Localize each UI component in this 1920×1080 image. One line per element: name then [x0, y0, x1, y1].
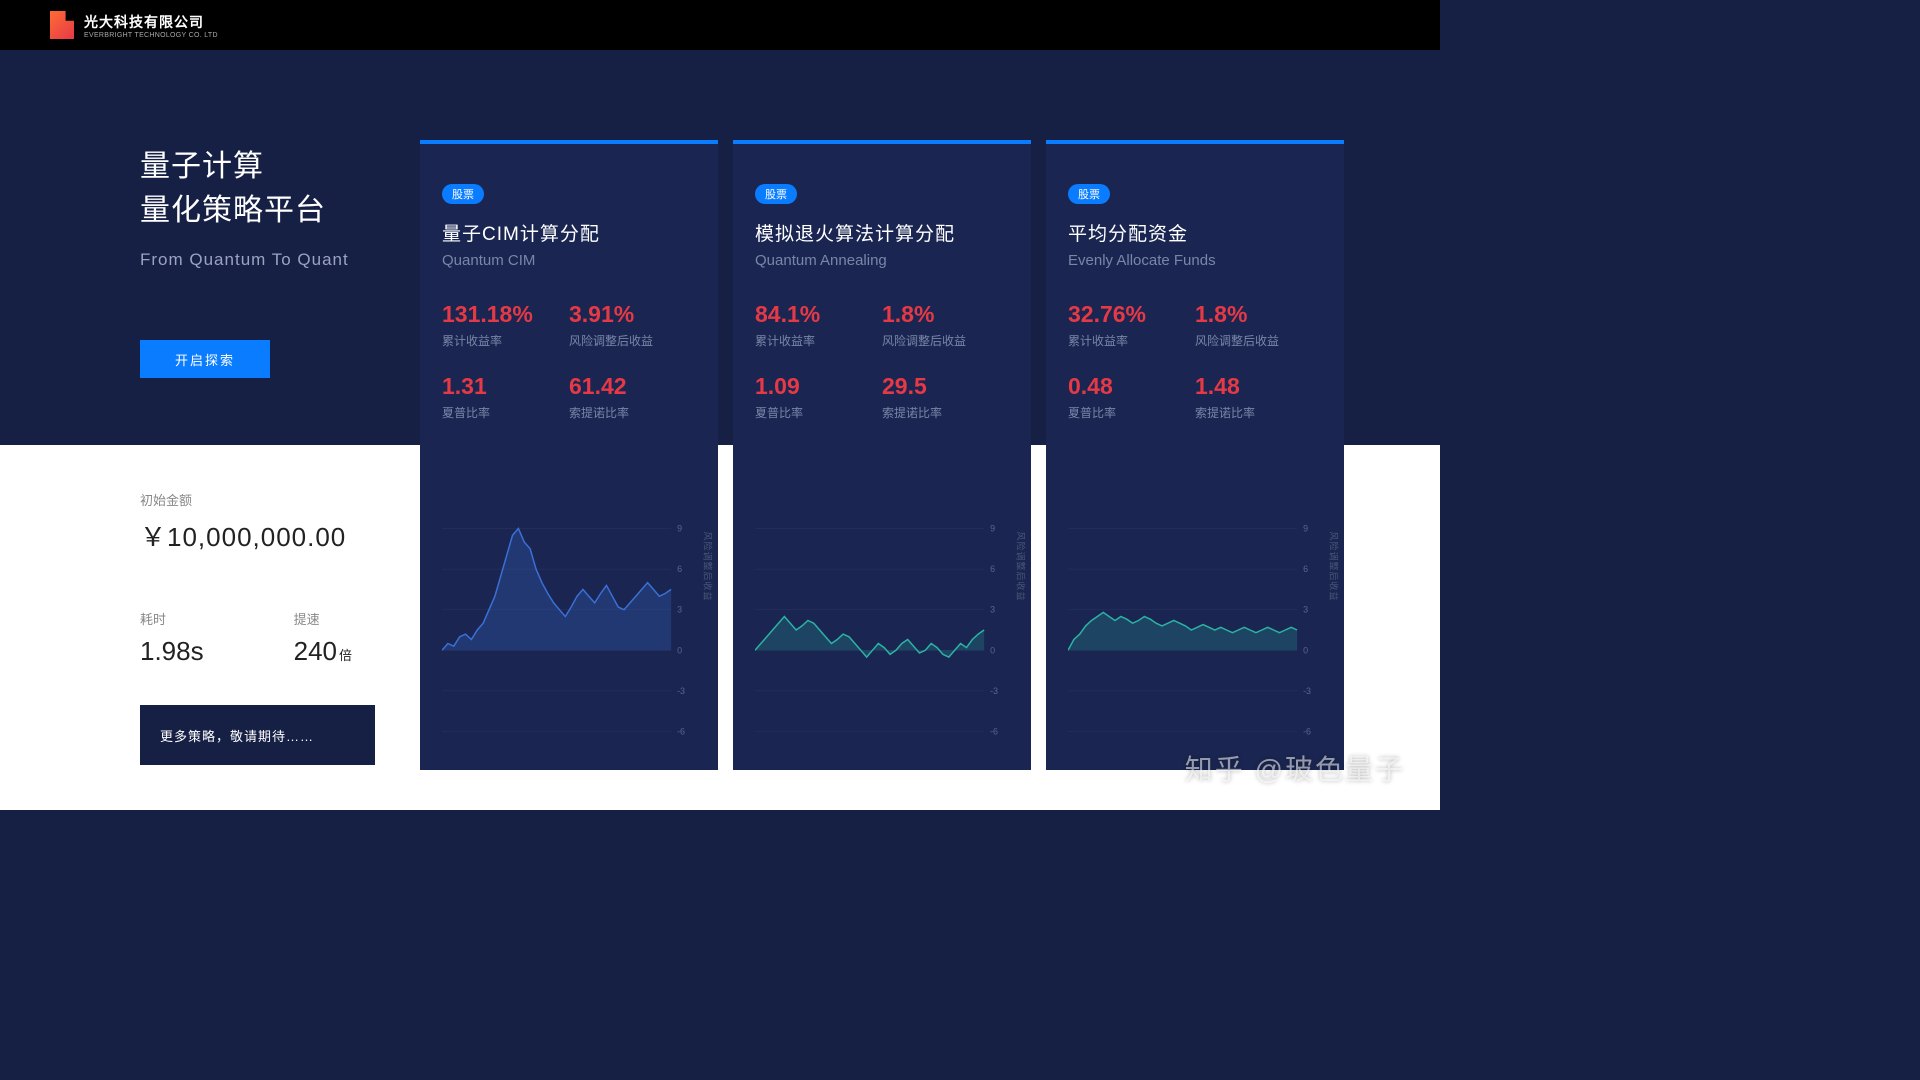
card-title-cn: 量子CIM计算分配 — [442, 219, 696, 246]
card-title-en: Quantum Annealing — [755, 252, 1009, 269]
company-name-en: EVERBRIGHT TECHNOLOGY CO. LTD — [84, 32, 218, 39]
performance-chart: -6-30369 风险调整后收益 — [1068, 515, 1322, 745]
performance-chart: -6-30369 风险调整后收益 — [442, 515, 696, 745]
company-name-cn: 光大科技有限公司 — [84, 12, 218, 32]
metric-sortino: 1.48 索提诺比率 — [1195, 373, 1322, 421]
chart-ylabel: 风险调整后收益 — [1015, 531, 1028, 601]
card-title-cn: 模拟退火算法计算分配 — [755, 219, 1009, 246]
card-title-cn: 平均分配资金 — [1068, 219, 1322, 246]
svg-text:6: 6 — [677, 564, 682, 574]
metric-cum-return: 32.76% 累计收益率 — [1068, 301, 1195, 349]
svg-text:-6: -6 — [677, 726, 685, 736]
metric-cum-return: 84.1% 累计收益率 — [755, 301, 882, 349]
stats-panel: 初始金额 ￥10,000,000.00 耗时 1.98s 提速 240倍 — [140, 490, 352, 667]
svg-text:9: 9 — [677, 524, 682, 534]
svg-text:0: 0 — [677, 645, 682, 655]
stock-tag: 股票 — [442, 184, 484, 204]
stock-tag: 股票 — [755, 184, 797, 204]
svg-text:-6: -6 — [990, 726, 998, 736]
svg-text:6: 6 — [990, 564, 995, 574]
amount-label: 初始金额 — [140, 490, 352, 509]
strategy-cards: 股票 量子CIM计算分配 Quantum CIM 131.18% 累计收益率 3… — [420, 140, 1344, 770]
speed-value: 240 — [294, 636, 337, 666]
amount-value: ￥10,000,000.00 — [140, 517, 352, 554]
watermark: 知乎 @玻色量子 — [1185, 748, 1405, 788]
metric-sortino: 61.42 索提诺比率 — [569, 373, 696, 421]
metric-risk-adj: 3.91% 风险调整后收益 — [569, 301, 696, 349]
stock-tag: 股票 — [1068, 184, 1110, 204]
svg-text:0: 0 — [990, 645, 995, 655]
metric-cum-return: 131.18% 累计收益率 — [442, 301, 569, 349]
speed-label: 提速 — [294, 609, 352, 628]
strategy-card[interactable]: 股票 模拟退火算法计算分配 Quantum Annealing 84.1% 累计… — [733, 140, 1031, 770]
svg-text:3: 3 — [990, 605, 995, 615]
strategy-card[interactable]: 股票 平均分配资金 Evenly Allocate Funds 32.76% 累… — [1046, 140, 1344, 770]
svg-text:-3: -3 — [677, 686, 685, 696]
card-title-en: Quantum CIM — [442, 252, 696, 269]
svg-text:-6: -6 — [1303, 726, 1311, 736]
metric-risk-adj: 1.8% 风险调整后收益 — [882, 301, 1009, 349]
performance-chart: -6-30369 风险调整后收益 — [755, 515, 1009, 745]
chart-ylabel: 风险调整后收益 — [702, 531, 715, 601]
card-title-en: Evenly Allocate Funds — [1068, 252, 1322, 269]
strategy-card[interactable]: 股票 量子CIM计算分配 Quantum CIM 131.18% 累计收益率 3… — [420, 140, 718, 770]
explore-button[interactable]: 开启探索 — [140, 340, 270, 378]
svg-text:3: 3 — [677, 605, 682, 615]
speed-unit: 倍 — [339, 648, 352, 663]
svg-text:0: 0 — [1303, 645, 1308, 655]
more-strategies-box[interactable]: 更多策略，敬请期待…… — [140, 705, 375, 765]
hero-title: 量子计算 量化策略平台 — [140, 145, 349, 232]
time-label: 耗时 — [140, 609, 204, 628]
svg-text:3: 3 — [1303, 605, 1308, 615]
svg-text:-3: -3 — [990, 686, 998, 696]
metric-sortino: 29.5 索提诺比率 — [882, 373, 1009, 421]
metric-risk-adj: 1.8% 风险调整后收益 — [1195, 301, 1322, 349]
metric-sharpe: 1.31 夏普比率 — [442, 373, 569, 421]
company-logo[interactable]: 光大科技有限公司 EVERBRIGHT TECHNOLOGY CO. LTD — [50, 11, 218, 39]
hero-subtitle: From Quantum To Quant — [140, 250, 349, 270]
chart-ylabel: 风险调整后收益 — [1328, 531, 1341, 601]
time-value: 1.98s — [140, 636, 204, 667]
metric-sharpe: 1.09 夏普比率 — [755, 373, 882, 421]
metric-sharpe: 0.48 夏普比率 — [1068, 373, 1195, 421]
svg-text:-3: -3 — [1303, 686, 1311, 696]
header-bar: 光大科技有限公司 EVERBRIGHT TECHNOLOGY CO. LTD — [0, 0, 1440, 50]
logo-icon — [50, 11, 74, 39]
svg-text:9: 9 — [990, 524, 995, 534]
svg-text:9: 9 — [1303, 524, 1308, 534]
svg-text:6: 6 — [1303, 564, 1308, 574]
